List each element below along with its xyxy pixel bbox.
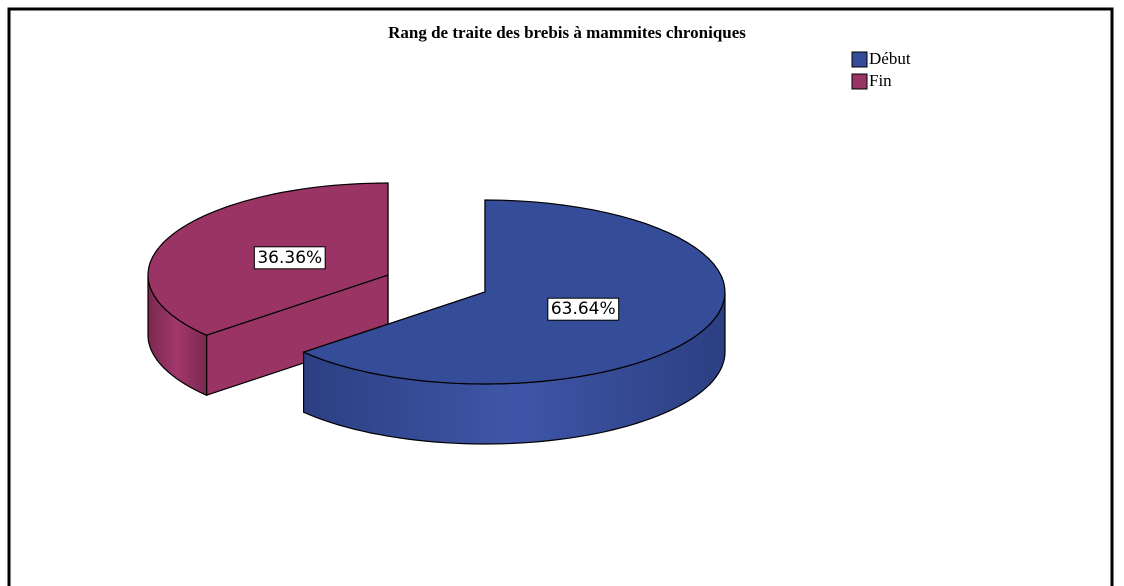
legend-swatch: [851, 51, 868, 68]
chart-title: Rang de traite des brebis à mammites chr…: [388, 23, 746, 42]
value-label: 36.36%: [257, 248, 322, 268]
slice-top: [301, 199, 726, 385]
legend-label: Début: [869, 49, 911, 68]
frame: [7, 7, 1114, 586]
legend-label: Fin: [869, 71, 892, 90]
value-label-box: [547, 297, 620, 321]
value-label: 63.64%: [551, 299, 616, 319]
value-label-box: [253, 246, 326, 270]
legend-swatch: [851, 73, 868, 90]
slice: [301, 199, 726, 445]
